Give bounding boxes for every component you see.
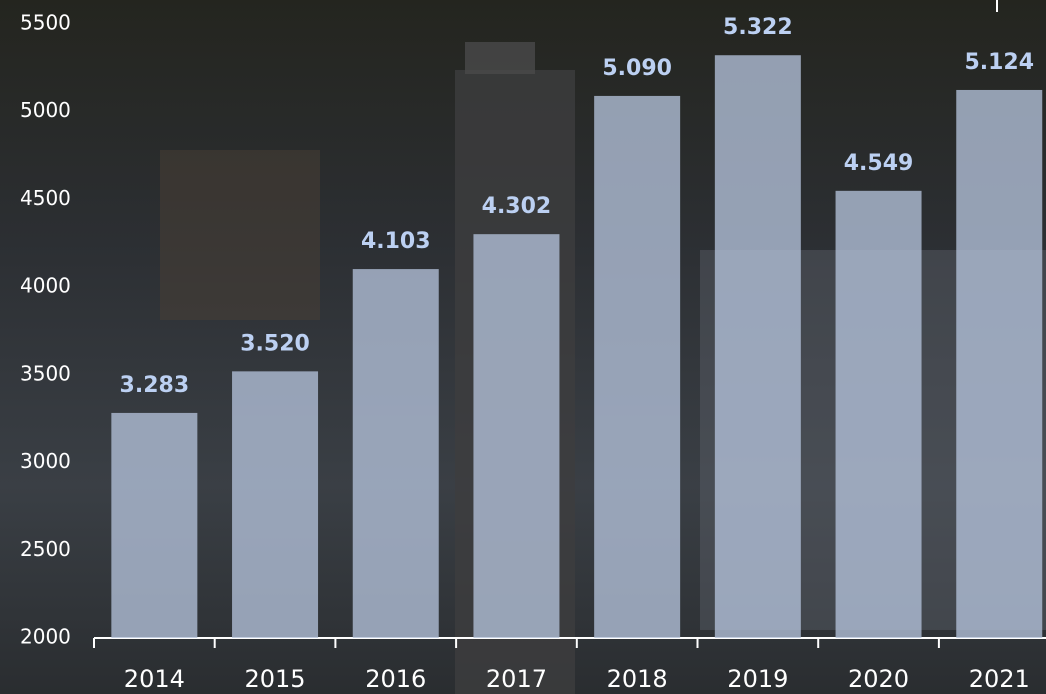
bar bbox=[232, 371, 318, 638]
x-tick-label: 2014 bbox=[124, 665, 185, 693]
x-tick-label: 2017 bbox=[486, 665, 547, 693]
background-tanks bbox=[160, 150, 320, 320]
y-tick-label: 3000 bbox=[20, 449, 71, 473]
x-tick-label: 2021 bbox=[969, 665, 1030, 693]
x-tick-label: 2018 bbox=[607, 665, 668, 693]
value-label: 5.124 bbox=[964, 50, 1034, 75]
value-label: 5.090 bbox=[602, 56, 672, 81]
bar bbox=[956, 90, 1042, 638]
y-tick-label: 2500 bbox=[20, 537, 71, 561]
bar bbox=[353, 269, 439, 638]
value-label: 3.283 bbox=[120, 373, 190, 398]
y-tick-label: 4000 bbox=[20, 274, 71, 298]
y-tick-label: 5000 bbox=[20, 98, 71, 122]
y-tick-label: 3500 bbox=[20, 361, 71, 385]
value-label: 4.549 bbox=[844, 151, 914, 176]
y-tick-label: 2000 bbox=[20, 625, 71, 649]
bar bbox=[473, 234, 559, 638]
x-tick-label: 2015 bbox=[245, 665, 306, 693]
y-tick-label: 5500 bbox=[20, 11, 71, 35]
y-tick-label: 4500 bbox=[20, 186, 71, 210]
x-tick-label: 2019 bbox=[727, 665, 788, 693]
background-tower-top bbox=[465, 42, 535, 74]
x-tick-label: 2020 bbox=[848, 665, 909, 693]
bar bbox=[836, 191, 922, 638]
value-label: 3.520 bbox=[240, 331, 310, 356]
bar bbox=[111, 413, 197, 638]
chart: 2000 2500 3000 3500 4000 4500 5000 5500 2014 3.28… bbox=[0, 0, 1046, 694]
bar bbox=[715, 55, 801, 638]
value-label: 4.302 bbox=[482, 194, 552, 219]
x-tick-label: 2016 bbox=[365, 665, 426, 693]
value-label: 5.322 bbox=[723, 15, 793, 40]
bar bbox=[594, 96, 680, 638]
value-label: 4.103 bbox=[361, 229, 431, 254]
